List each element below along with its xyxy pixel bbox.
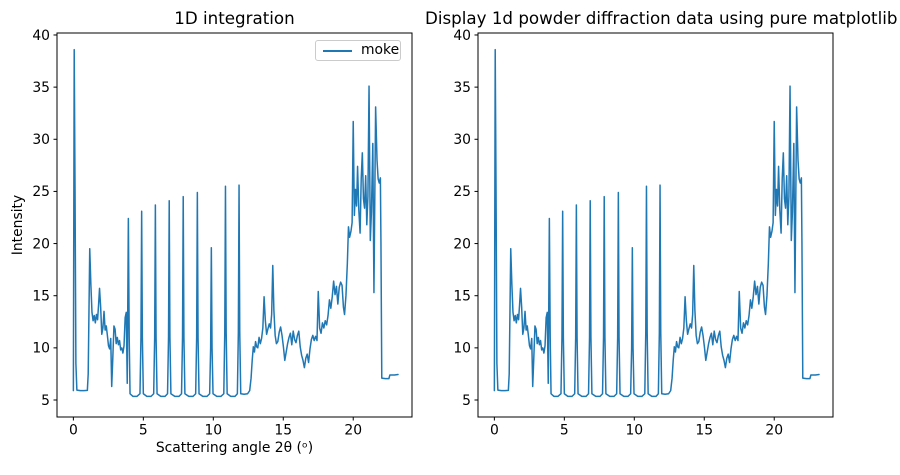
y-tick-label: 20 xyxy=(453,236,471,252)
chart1-y-axis-label: Intensity xyxy=(10,194,26,256)
y-tick-label: 40 xyxy=(453,28,471,44)
x-tick-label: 5 xyxy=(560,423,569,439)
y-tick-label: 30 xyxy=(453,132,471,148)
y-tick-label: 10 xyxy=(32,341,50,357)
legend-line-sample xyxy=(323,49,352,52)
x-tick-label: 10 xyxy=(625,423,643,439)
series-line-moke xyxy=(493,48,820,398)
x-tick-label: 20 xyxy=(765,423,783,439)
y-tick-label: 30 xyxy=(32,132,50,148)
series-line-moke xyxy=(72,48,399,398)
x-tick-label: 0 xyxy=(490,423,499,439)
chart2-title: Display 1d powder diffraction data using… xyxy=(425,8,898,28)
axes-1: 0 5 10 15 20 5 10 15 20 25 30 35 40 xyxy=(32,28,413,439)
chart1-title: 1D integration xyxy=(174,8,295,28)
axes-frame xyxy=(56,32,413,418)
y-tick-label: 10 xyxy=(453,341,471,357)
y-tick-label: 40 xyxy=(32,28,50,44)
x-tick-label: 0 xyxy=(69,423,78,439)
legend: moke xyxy=(315,40,401,61)
x-tick-label: 15 xyxy=(274,423,292,439)
y-tick-label: 25 xyxy=(32,184,50,200)
x-tick-label: 10 xyxy=(204,423,222,439)
legend-label: moke xyxy=(361,41,400,58)
y-tick-label: 25 xyxy=(453,184,471,200)
y-tick-label: 15 xyxy=(453,289,471,305)
y-tick-label: 35 xyxy=(32,80,50,96)
axes-frame xyxy=(477,32,834,418)
y-tick-label: 15 xyxy=(32,289,50,305)
y-tick-label: 5 xyxy=(41,393,50,409)
x-tick-label: 15 xyxy=(695,423,713,439)
chart1-x-axis-label: Scattering angle 2θ (ᵒ) xyxy=(155,440,314,456)
y-tick-label: 20 xyxy=(32,236,50,252)
y-tick-label: 35 xyxy=(453,80,471,96)
axes-2: 0 5 10 15 20 5 10 15 20 25 30 35 40 xyxy=(453,28,834,439)
x-tick-label: 20 xyxy=(344,423,362,439)
x-tick-label: 5 xyxy=(139,423,148,439)
y-tick-label: 5 xyxy=(462,393,471,409)
